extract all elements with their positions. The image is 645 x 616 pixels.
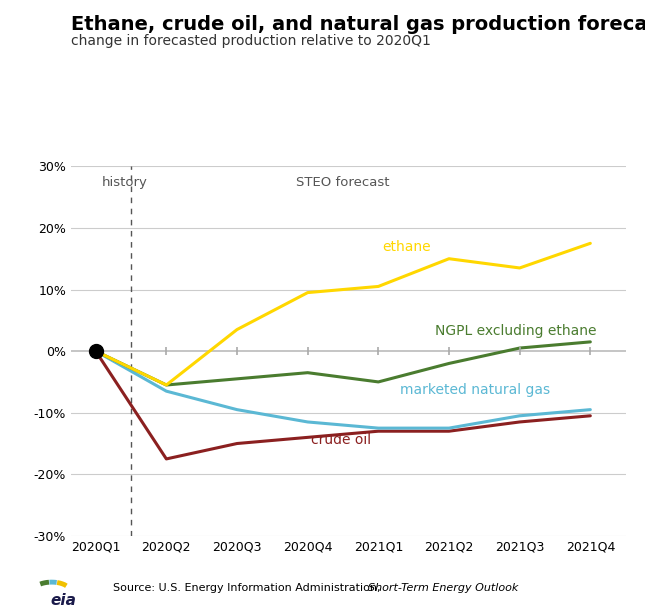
Text: NGPL excluding ethane: NGPL excluding ethane bbox=[435, 323, 597, 338]
Text: Source: U.S. Energy Information Administration,: Source: U.S. Energy Information Administ… bbox=[113, 583, 384, 593]
Text: STEO forecast: STEO forecast bbox=[296, 176, 390, 188]
Text: change in forecasted production relative to 2020Q1: change in forecasted production relative… bbox=[71, 34, 431, 48]
Text: ethane: ethane bbox=[382, 240, 430, 254]
Text: Ethane, crude oil, and natural gas production forecast: Ethane, crude oil, and natural gas produ… bbox=[71, 15, 645, 34]
Text: eia: eia bbox=[50, 593, 76, 607]
Text: history: history bbox=[101, 176, 147, 188]
Text: marketed natural gas: marketed natural gas bbox=[399, 383, 550, 397]
Text: Short-Term Energy Outlook: Short-Term Energy Outlook bbox=[368, 583, 518, 593]
Text: crude oil: crude oil bbox=[311, 432, 372, 447]
